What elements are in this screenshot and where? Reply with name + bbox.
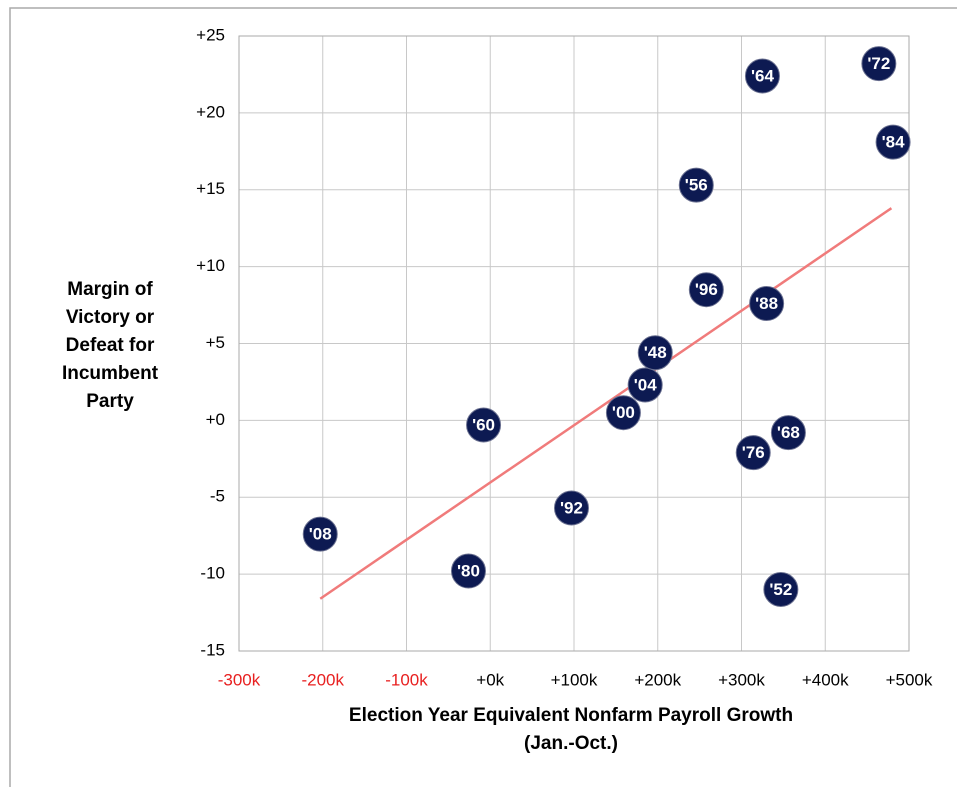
point <box>605 395 641 431</box>
point <box>875 124 911 160</box>
point-label: '04 <box>634 375 657 394</box>
point <box>627 367 663 403</box>
trend-line <box>319 207 893 600</box>
frame <box>9 7 957 787</box>
point-label: '68 <box>777 423 800 442</box>
y-axis-label: Margin of <box>67 279 153 300</box>
y-axis-label: Incumbent <box>62 363 159 384</box>
y-axis-label: Defeat for <box>66 335 155 356</box>
point-label: '80 <box>457 562 480 581</box>
y-axis-label: Victory or <box>66 307 155 328</box>
point-label: '52 <box>769 580 792 599</box>
point <box>688 272 724 308</box>
point-label: '48 <box>644 343 667 362</box>
point <box>770 415 806 451</box>
point <box>744 58 780 94</box>
point <box>735 435 771 471</box>
point-label: '72 <box>867 54 890 73</box>
y-axis-label: Party <box>86 391 134 412</box>
x-tick-label: +200k <box>634 670 681 689</box>
x-tick-label: +0k <box>476 670 504 689</box>
y-tick-label: -5 <box>210 487 225 506</box>
point <box>450 553 486 589</box>
point-label: '64 <box>751 66 774 85</box>
point <box>678 167 714 203</box>
plot-border <box>238 35 910 652</box>
point <box>637 335 673 371</box>
x-tick-label: -100k <box>385 670 428 689</box>
point <box>466 407 502 443</box>
y-tick-label: +5 <box>206 333 225 352</box>
point <box>763 572 799 607</box>
y-tick-label: +25 <box>196 25 225 44</box>
x-tick-label: -300k <box>218 670 261 689</box>
point-label: '84 <box>882 133 905 152</box>
x-axis-label: Election Year Equivalent Nonfarm Payroll… <box>349 705 793 726</box>
point <box>302 516 338 552</box>
x-tick-label: +300k <box>718 670 765 689</box>
point-label: '60 <box>472 415 495 434</box>
y-tick-label: +0 <box>206 410 225 429</box>
point-label: '76 <box>742 443 765 462</box>
point-label: '96 <box>695 280 718 299</box>
y-tick-label: +10 <box>196 256 225 275</box>
x-tick-label: +500k <box>886 670 933 689</box>
x-tick-label: -200k <box>301 670 344 689</box>
y-tick-label: +20 <box>196 102 225 121</box>
point <box>861 46 897 82</box>
y-tick-label: -15 <box>200 640 225 659</box>
x-axis-label: (Jan.-Oct.) <box>524 733 618 754</box>
point-label: '08 <box>309 525 332 544</box>
point <box>553 490 589 526</box>
point-label: '92 <box>560 498 583 517</box>
point-label: '56 <box>685 176 708 195</box>
x-tick-label: +100k <box>551 670 598 689</box>
y-tick-label: +15 <box>196 179 225 198</box>
x-tick-label: +400k <box>802 670 849 689</box>
point-label: '00 <box>612 403 635 422</box>
point-label: '88 <box>755 294 778 313</box>
point <box>749 286 785 322</box>
y-tick-label: -10 <box>200 564 225 583</box>
